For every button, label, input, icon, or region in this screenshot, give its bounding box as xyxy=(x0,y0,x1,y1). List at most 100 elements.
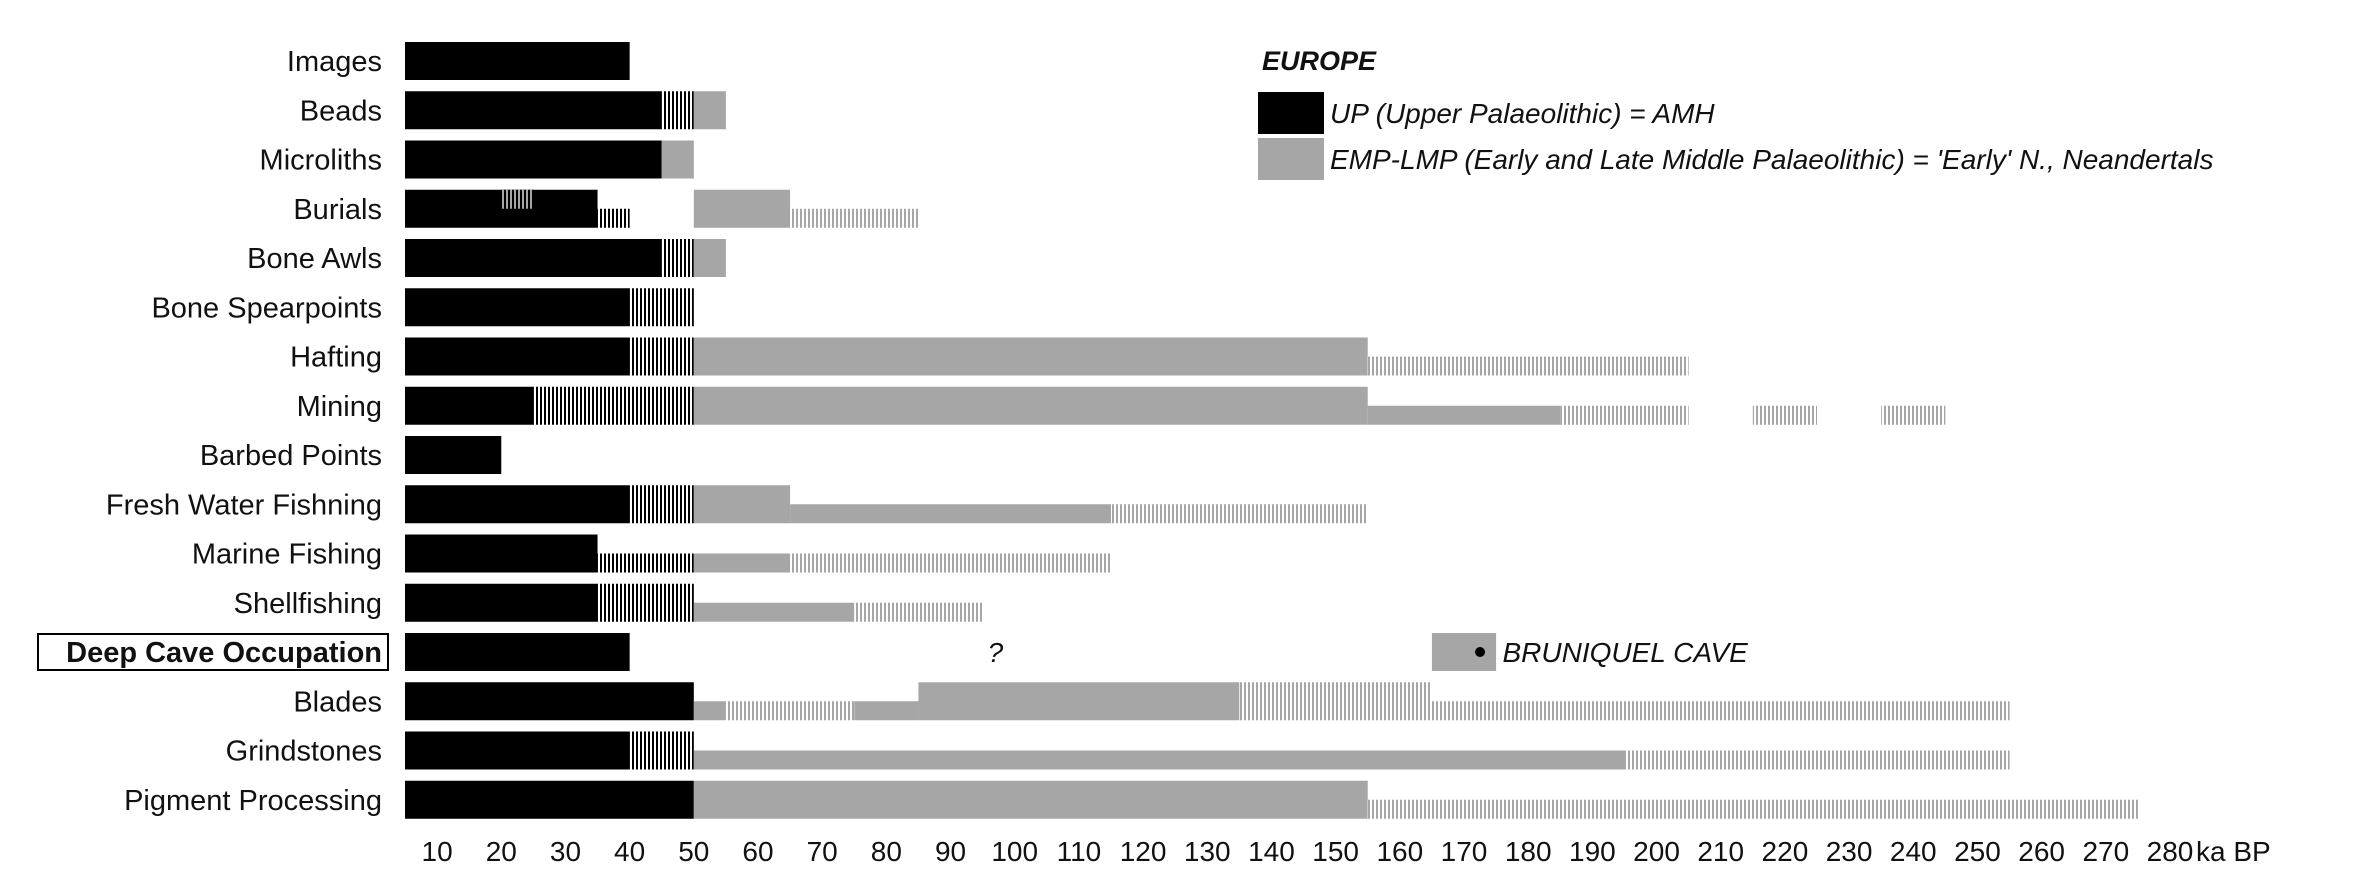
tick-label: 30 xyxy=(550,836,581,867)
highlight-box xyxy=(37,633,389,671)
row-label: Blades xyxy=(293,686,382,718)
row-hafting: Hafting xyxy=(290,337,1689,376)
row-label: Grindstones xyxy=(226,736,382,768)
tick-label: 200 xyxy=(1633,836,1680,867)
legend-swatch xyxy=(1258,138,1324,180)
bar-segment-emp-solid xyxy=(790,504,1111,524)
bar-segment-emp-hatch xyxy=(1752,405,1817,425)
bar-segment-up-solid xyxy=(405,583,598,622)
bar-segment-emp-hatch xyxy=(725,701,855,721)
row-label: Pigment Processing xyxy=(124,785,382,817)
bar-segment-up-solid xyxy=(405,288,630,327)
bar-segment-up-hatch xyxy=(629,485,694,524)
row-label: Shellfishing xyxy=(234,588,382,620)
bar-segment-emp-hatch xyxy=(1431,701,2010,721)
annotation-text: BRUNIQUEL CAVE xyxy=(1503,637,1749,668)
tick-label: 270 xyxy=(2082,836,2129,867)
x-axis-label: ka BP xyxy=(2196,836,2271,867)
tick-label: 10 xyxy=(422,836,453,867)
bar-segment-up-solid xyxy=(405,682,694,721)
row-label: Fresh Water Fishning xyxy=(106,489,382,521)
legend-swatch xyxy=(1258,92,1324,134)
bar-segment-emp-solid xyxy=(693,750,1625,770)
row-beads: Beads xyxy=(300,91,726,130)
bar-segment-emp-solid xyxy=(854,701,919,721)
bar-segment-emp-solid xyxy=(693,189,791,228)
site-marker xyxy=(1475,647,1486,657)
bar-segment-emp-solid xyxy=(918,682,1240,721)
tick-label: 240 xyxy=(1890,836,1937,867)
bar-segment-emp-solid xyxy=(1367,405,1561,425)
bar-segment-emp-hatch xyxy=(1881,405,1946,425)
bar-segment-emp-solid xyxy=(693,780,1368,819)
row-fresh-water-fishning: Fresh Water Fishning xyxy=(106,485,1368,524)
tick-label: 20 xyxy=(486,836,517,867)
bar-segment-emp-hatch xyxy=(790,208,919,228)
bar-segment-up-solid xyxy=(405,534,598,573)
bar-segment-emp-hatch xyxy=(1111,504,1368,524)
row-burials: Burials xyxy=(293,189,919,228)
row-deep-cave-occupation: Deep Cave Occupation xyxy=(37,633,1497,671)
tick-label: 40 xyxy=(614,836,645,867)
row-bone-spearpoints: Bone Spearpoints xyxy=(151,288,694,327)
tick-label: 100 xyxy=(991,836,1038,867)
bar-segment-emp-hatch xyxy=(1624,750,2010,770)
rows-layer: Images Beads Microliths Burials Bone Awls Bon… xyxy=(37,42,2138,819)
bar-segment-up-solid xyxy=(405,436,502,474)
bar-segment-up-hatch xyxy=(629,731,694,770)
bar-segment-up-solid xyxy=(405,91,662,130)
bar-segment-up-hatch xyxy=(629,288,694,327)
row-label: Images xyxy=(287,46,382,78)
bar-segment-up-hatch xyxy=(629,337,694,376)
bar-segment-emp-hatch xyxy=(1239,682,1432,721)
row-label: Bone Awls xyxy=(247,243,382,275)
bar-segment-emp-hatch xyxy=(1560,405,1689,425)
bar-segment-emp-solid xyxy=(693,553,791,573)
bar-segment-up-hatch xyxy=(597,583,694,622)
row-label: Microliths xyxy=(260,145,382,177)
tick-label: 120 xyxy=(1120,836,1167,867)
bar-segment-up-solid xyxy=(405,239,662,277)
row-microliths: Microliths xyxy=(260,140,694,179)
row-shellfishing: Shellfishing xyxy=(234,583,983,622)
bar-segment-emp-hatch xyxy=(790,553,1111,573)
tick-label: 260 xyxy=(2018,836,2065,867)
tick-label: 180 xyxy=(1505,836,1552,867)
row-label: Beads xyxy=(300,95,382,127)
row-label: Hafting xyxy=(290,342,382,374)
legend-label: UP (Upper Palaeolithic) = AMH xyxy=(1330,98,1715,129)
bar-segment-up-hatch xyxy=(533,386,694,425)
tick-label: 60 xyxy=(742,836,773,867)
bar-segment-emp-solid xyxy=(693,91,726,130)
tick-label: 150 xyxy=(1312,836,1359,867)
tick-label: 160 xyxy=(1376,836,1423,867)
bar-segment-up-hatch xyxy=(661,91,694,130)
bar-segment-up-hatch xyxy=(597,208,630,228)
bar-segment-up-solid xyxy=(405,485,630,524)
tick-label: 90 xyxy=(935,836,966,867)
annotation-bruniquel-cave: BRUNIQUEL CAVE xyxy=(1475,637,1748,668)
bar-segment-up-solid xyxy=(405,337,630,376)
tick-label: 50 xyxy=(678,836,709,867)
bar-segment-emp-solid xyxy=(661,140,694,179)
tick-label: 130 xyxy=(1184,836,1231,867)
bar-segment-up-solid xyxy=(405,42,630,80)
tick-label: 280 xyxy=(2147,836,2194,867)
bar-segment-emp-hatch xyxy=(854,602,983,622)
tick-label: 210 xyxy=(1697,836,1744,867)
legend-entry-emp: EMP-LMP (Early and Late Middle Palaeolit… xyxy=(1258,138,2213,180)
row-label: Deep Cave Occupation xyxy=(66,637,382,669)
bar-segment-emp-hatch xyxy=(1367,799,2138,819)
row-marine-fishing: Marine Fishing xyxy=(192,534,1111,573)
bar-segment-up-solid xyxy=(405,780,694,819)
tick-label: 250 xyxy=(1954,836,2001,867)
bar-segment-emp-solid xyxy=(693,602,855,622)
bar-segment-emp-solid xyxy=(693,485,791,524)
bar-segment-emp-solid xyxy=(693,386,1368,425)
row-label: Burials xyxy=(293,194,382,226)
tick-label: 140 xyxy=(1248,836,1295,867)
tick-label: 110 xyxy=(1057,836,1102,867)
tick-label: 220 xyxy=(1762,836,1809,867)
row-grindstones: Grindstones xyxy=(226,731,2010,770)
